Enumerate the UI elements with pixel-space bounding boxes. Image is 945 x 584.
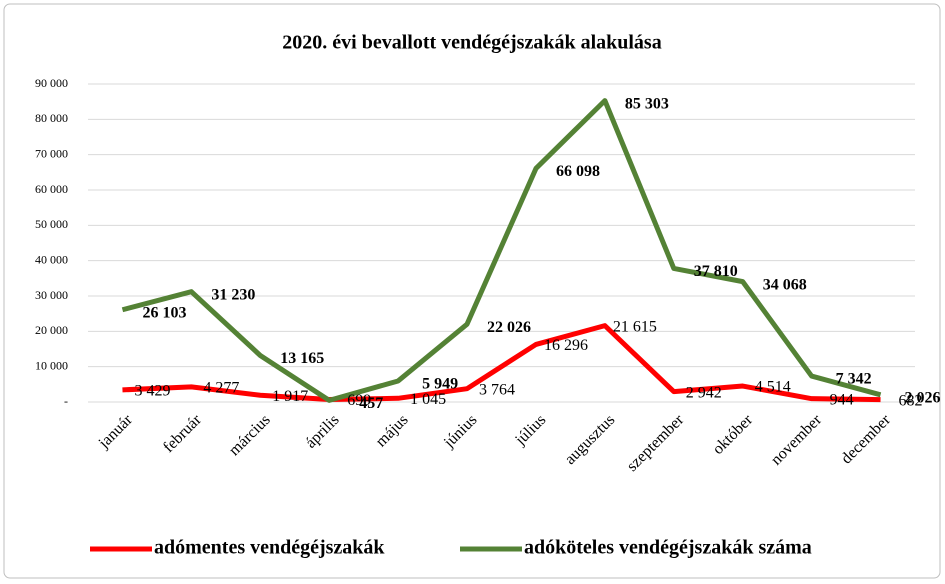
data-label: 3 429 [134,383,170,400]
data-label: 26 103 [142,304,186,321]
data-label: 21 615 [613,318,657,335]
y-tick-label: 70 000 [35,146,68,160]
line-series [121,98,882,403]
y-tick-label: 90 000 [35,76,68,90]
data-label: 16 296 [544,337,588,354]
data-label: 37 810 [694,263,738,280]
data-label: 85 303 [625,95,669,112]
legend-label: adómentes vendégéjszakák [154,537,385,559]
data-label: 944 [830,391,854,408]
y-tick-label: 30 000 [35,288,68,302]
data-label: 7 342 [836,371,872,388]
y-tick-label: 50 000 [35,217,68,231]
data-label: 4 277 [203,380,239,397]
chart-title: 2020. évi bevallott vendégéjszakák alaku… [282,32,661,54]
data-label: 3 764 [479,381,515,398]
y-tick-label: 20 000 [35,323,68,337]
y-tick-label: 60 000 [35,182,68,196]
data-label: 22 026 [487,319,531,336]
data-label: 699 [347,392,371,409]
data-label: 1 917 [272,388,308,405]
legend-label: adóköteles vendégéjszakák száma [524,537,812,559]
data-label: 66 098 [556,163,600,180]
y-tick-label: 10 000 [35,358,68,372]
data-label: 682 [899,392,923,409]
line-series [122,323,881,403]
y-tick-label: 40 000 [35,252,68,266]
data-label: 457 [359,395,383,412]
data-label: 34 068 [763,276,807,293]
data-label: 4 514 [755,379,791,396]
data-label: 2 942 [686,384,722,401]
data-label: 5 949 [422,376,458,393]
data-label: 1 045 [410,391,446,408]
data-label: 31 230 [211,286,255,303]
y-tick-label: - [64,394,68,408]
data-label: 2 026 [905,390,941,407]
chart-frame [3,3,941,579]
y-tick-label: 80 000 [35,111,68,125]
data-label: 13 165 [280,350,324,367]
